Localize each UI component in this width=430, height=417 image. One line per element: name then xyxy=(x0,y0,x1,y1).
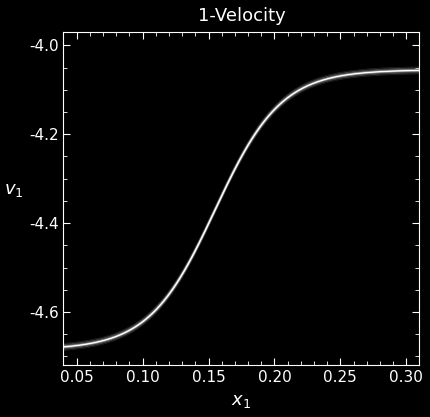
Y-axis label: $v_1$: $v_1$ xyxy=(4,181,23,198)
X-axis label: $x_1$: $x_1$ xyxy=(231,392,251,410)
Title: 1-Velocity: 1-Velocity xyxy=(197,7,285,25)
